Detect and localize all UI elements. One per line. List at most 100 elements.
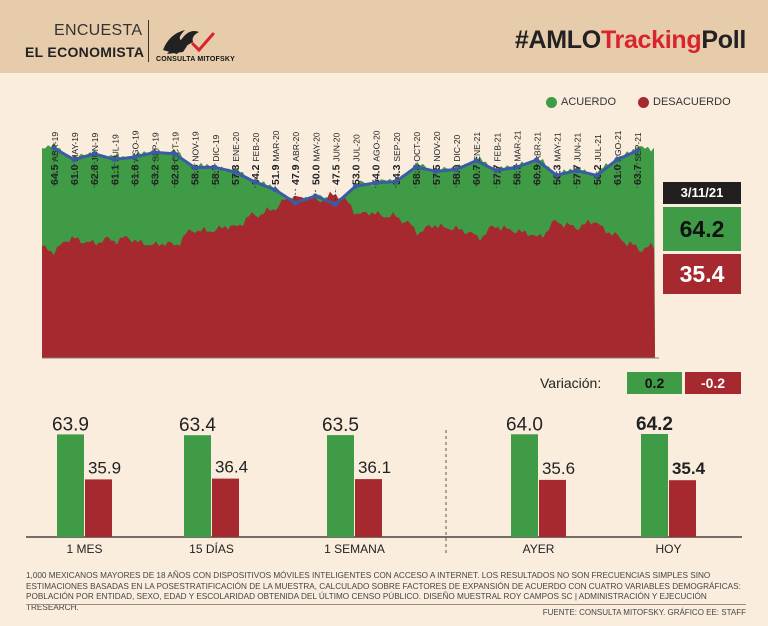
point-category: NOV-20	[432, 131, 442, 162]
point-label: 60.9 ABR-21	[532, 132, 544, 185]
point-category: OCT-19	[171, 132, 181, 162]
point-label: 60.7 ENE-21	[471, 132, 483, 185]
point-value: 62.8	[170, 162, 182, 185]
acuerdo-point	[473, 158, 479, 164]
point-label: 51.9 MAR-20	[270, 130, 282, 185]
point-label: 54.2 FEB-20	[250, 133, 262, 185]
hashtag-prefix: #AMLO	[514, 26, 601, 54]
point-category: MAY-20	[311, 132, 321, 162]
acuerdo-point	[533, 157, 540, 163]
point-label: 63.7 SEP-21	[632, 132, 644, 185]
legend-desacuerdo-label: DESACUERDO	[653, 96, 731, 108]
point-value: 64.5	[49, 162, 61, 185]
point-category: AGO-21	[613, 130, 623, 161]
point-category: OCT-20	[412, 132, 422, 162]
acuerdo-point	[433, 168, 439, 174]
acuerdo-point	[614, 157, 620, 163]
point-label: 61.0 AGO-21	[612, 130, 624, 185]
point-value: 57.7	[491, 162, 503, 185]
point-category: SEP-21	[633, 132, 643, 162]
legend-desacuerdo-swatch	[638, 96, 649, 108]
acuerdo-point	[51, 145, 57, 151]
acuerdo-point	[312, 193, 318, 199]
hashtag-title: #AMLOTrackingPoll	[515, 26, 746, 55]
acuerdo-point	[71, 157, 77, 163]
acuerdo-point	[292, 200, 298, 206]
point-category: AGO-20	[372, 130, 382, 161]
bar-acuerdo	[511, 434, 538, 537]
point-category: JUL-19	[110, 134, 120, 162]
bar-acuerdo-label: 64.0	[506, 414, 543, 435]
bar-desacuerdo-label: 35.4	[672, 459, 706, 478]
point-category: SEP-20	[392, 132, 402, 162]
point-value: 53.0	[351, 162, 363, 185]
footnote-divider	[26, 604, 746, 605]
point-category: MAR-21	[512, 130, 522, 161]
bar-desacuerdo-label: 36.4	[215, 458, 248, 477]
point-label: 62.8 JUN-19	[89, 133, 101, 185]
bar-desacuerdo-label: 35.6	[542, 459, 575, 478]
bar-desacuerdo	[539, 479, 566, 537]
point-label: 61.1 JUL-19	[109, 134, 121, 185]
legend-acuerdo: ACUERDO	[546, 96, 616, 108]
bar-category-label: 1 SEMANA	[324, 542, 385, 556]
point-value: 61.0	[69, 162, 81, 185]
point-value: 61.8	[129, 162, 141, 185]
point-category: MAR-20	[271, 130, 281, 161]
point-category: MAY-19	[70, 132, 80, 162]
point-category: JUN-21	[573, 133, 583, 162]
bar-acuerdo-label: 63.4	[179, 415, 216, 436]
point-category: JUL-20	[352, 134, 362, 162]
acuerdo-point	[594, 172, 600, 179]
bar-acuerdo	[641, 434, 668, 537]
bar-acuerdo-label: 63.9	[52, 414, 89, 435]
source-credit: FUENTE: CONSULTA MITOFSKY. GRÁFICO EE: S…	[542, 608, 746, 617]
point-category: MAY-21	[553, 132, 563, 162]
today-date-box: 3/11/21	[663, 182, 741, 204]
bar-desacuerdo	[355, 479, 382, 537]
bar-category-label: AYER	[523, 542, 555, 556]
acuerdo-point	[151, 149, 158, 155]
desacuerdo-area	[42, 191, 655, 358]
header-divider	[148, 20, 149, 62]
bar-category-label: HOY	[655, 542, 681, 556]
legend-acuerdo-label: ACUERDO	[561, 96, 617, 108]
acuerdo-point	[353, 183, 359, 189]
acuerdo-point	[91, 151, 97, 157]
point-value: 61.0	[612, 162, 624, 185]
bar-acuerdo-label: 63.5	[322, 415, 359, 436]
acuerdo-point	[111, 156, 117, 162]
acuerdo-point	[212, 164, 218, 170]
point-category: ABR-21	[533, 132, 543, 162]
acuerdo-point	[373, 180, 379, 186]
point-category: DIC-19	[211, 134, 221, 161]
mitofsky-logo-icon	[163, 30, 215, 54]
point-value: 47.5	[330, 162, 342, 185]
today-acuerdo-box: 64.2	[663, 207, 741, 251]
point-value: 50.0	[310, 162, 322, 185]
acuerdo-point	[554, 172, 560, 178]
point-category: ENE-20	[231, 132, 241, 162]
point-value: 60.9	[532, 162, 544, 185]
legend-acuerdo-swatch	[546, 96, 557, 108]
legend-desacuerdo: DESACUERDO	[638, 96, 731, 108]
acuerdo-point	[272, 187, 278, 193]
footnote: 1,000 mexicanos mayores de 18 años con d…	[26, 571, 741, 612]
bar-desacuerdo-label: 36.1	[358, 458, 391, 477]
point-value: 61.1	[109, 162, 121, 185]
bar-desacuerdo	[669, 480, 696, 537]
point-label: 50.0 MAY-20	[310, 132, 322, 185]
point-category: FEB-21	[492, 133, 502, 162]
bar-acuerdo	[57, 434, 84, 537]
variation-desacuerdo: -0.2	[685, 372, 741, 394]
point-category: SEP-19	[151, 132, 161, 162]
point-label: 53.0 JUL-20	[351, 134, 363, 185]
point-value: 63.7	[632, 162, 644, 185]
point-label: 62.8 OCT-19	[170, 132, 182, 185]
point-value: 60.7	[471, 162, 483, 185]
acuerdo-point	[252, 179, 258, 185]
point-value: 62.8	[89, 162, 101, 185]
bar-acuerdo	[184, 435, 211, 537]
point-category: NOV-19	[191, 131, 201, 162]
bar-acuerdo	[327, 435, 354, 537]
